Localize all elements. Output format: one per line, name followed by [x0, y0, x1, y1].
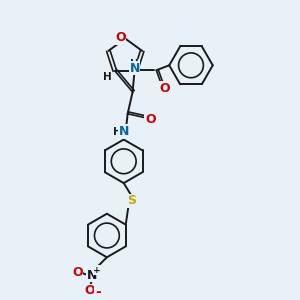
- Text: O: O: [72, 266, 83, 279]
- Text: N: N: [118, 125, 129, 138]
- Text: O: O: [115, 31, 126, 44]
- Text: H: H: [103, 72, 111, 82]
- Text: -: -: [95, 285, 101, 299]
- Text: S: S: [127, 194, 136, 207]
- Text: O: O: [159, 82, 169, 94]
- Text: O: O: [145, 113, 156, 126]
- Text: O: O: [85, 284, 95, 297]
- Text: N: N: [87, 268, 97, 282]
- Text: H: H: [130, 59, 139, 69]
- Text: H: H: [113, 127, 122, 136]
- Text: +: +: [93, 266, 101, 274]
- Text: N: N: [129, 62, 140, 75]
